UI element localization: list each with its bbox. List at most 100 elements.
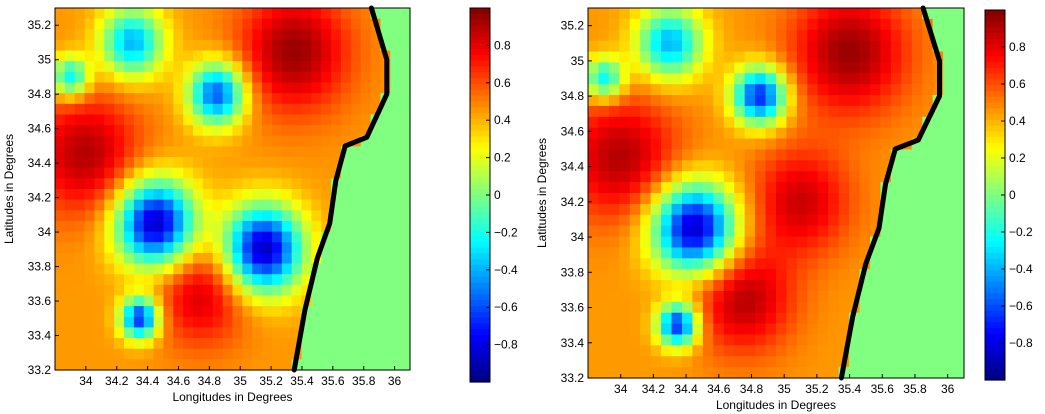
heatmap-cell [212, 295, 224, 307]
heatmap-cell [911, 116, 923, 129]
y-tick-label: 33.2 [28, 363, 52, 377]
heatmap-cell [713, 367, 725, 379]
heatmap-cell [776, 73, 788, 85]
heatmap-cell [765, 40, 777, 53]
heatmap-cell [765, 356, 777, 368]
heatmap-cell [765, 138, 777, 151]
heatmap-cell [222, 242, 234, 254]
heatmap-cell [143, 82, 155, 94]
heatmap-cell [390, 93, 401, 105]
heatmap-cell [817, 247, 829, 259]
heatmap-cell [838, 138, 850, 151]
heatmap-cell [202, 71, 214, 84]
heatmap-cell [588, 149, 600, 161]
heatmap-cell [880, 29, 892, 42]
heatmap-cell [173, 220, 184, 233]
heatmap-cell [242, 210, 253, 222]
heatmap-cell [311, 231, 322, 243]
heatmap-cell [340, 220, 352, 233]
heatmap-cell [222, 114, 234, 126]
heatmap-cell [153, 189, 165, 201]
heatmap-cell [301, 178, 312, 190]
heatmap-cell [796, 356, 808, 368]
heatmap-cell [212, 189, 224, 201]
heatmap-cell [650, 356, 662, 368]
heatmap-cell [828, 29, 840, 42]
heatmap-cell [849, 116, 861, 129]
heatmap-cell [173, 71, 184, 84]
heatmap-cell [598, 127, 610, 140]
heatmap-cell [807, 236, 819, 249]
heatmap-cell [619, 84, 631, 96]
heatmap-cell [859, 84, 871, 96]
heatmap-cell [222, 295, 234, 307]
heatmap-cell [281, 284, 293, 297]
heatmap-cell [104, 39, 115, 52]
heatmap-cell [252, 50, 263, 62]
heatmap-cell [183, 146, 194, 158]
heatmap-cell [202, 82, 214, 94]
colorbar-segment [470, 95, 490, 103]
heatmap-cell [692, 95, 704, 107]
heatmap-cell [193, 210, 204, 222]
y-tick-label: 33.8 [28, 260, 52, 274]
heatmap-cell [744, 84, 756, 96]
heatmap-cell [650, 193, 662, 205]
heatmap-cell [765, 280, 777, 292]
heatmap-cell [911, 269, 923, 281]
heatmap-cell [390, 167, 401, 179]
heatmap-cell [608, 95, 620, 107]
heatmap-cell [133, 210, 145, 222]
heatmap-cell [776, 290, 788, 303]
heatmap-cell [859, 138, 871, 151]
x-tick-label: 34.6 [167, 374, 191, 388]
heatmap-cell [370, 199, 382, 211]
heatmap-cell [104, 295, 115, 307]
heatmap-cell [133, 263, 145, 275]
heatmap-cell [588, 334, 600, 346]
heatmap-cell [64, 274, 76, 286]
heatmap-cell [143, 316, 155, 329]
heatmap-cell [153, 231, 165, 243]
heatmap-cell [104, 82, 115, 94]
colorbar-segment [470, 253, 490, 260]
heatmap-cell [183, 93, 194, 105]
heatmap-cell [901, 214, 913, 227]
heatmap-cell [671, 29, 683, 42]
heatmap-cell [84, 61, 96, 73]
colorbar-segment [985, 241, 1005, 248]
heatmap-cell [661, 138, 673, 151]
heatmap-cell [380, 114, 391, 126]
heatmap-cell [74, 295, 86, 307]
heatmap-cell [133, 199, 145, 211]
heatmap-cell [859, 127, 871, 140]
heatmap-cell [74, 157, 86, 169]
heatmap-cell [922, 269, 934, 281]
heatmap-cell [55, 71, 66, 84]
heatmap-cell [153, 220, 165, 233]
heatmap-cell [932, 312, 944, 325]
heatmap-cell [786, 171, 798, 183]
heatmap-cell [311, 199, 322, 211]
heatmap-cell [640, 334, 652, 346]
heatmap-cell [776, 247, 788, 259]
colorbar-segment [985, 62, 1005, 69]
heatmap-cell [880, 51, 892, 64]
heatmap-cell [650, 84, 662, 96]
heatmap-cell [588, 182, 600, 194]
heatmap-cell [880, 258, 892, 270]
heatmap-cell [901, 312, 913, 325]
colorbar-segment [985, 304, 1005, 312]
heatmap-cell [849, 8, 861, 20]
heatmap-cell [360, 178, 372, 190]
heatmap-cell [755, 345, 767, 357]
heatmap-cell [661, 236, 673, 249]
y-axis-label: Latitudes in Degrees [2, 134, 16, 244]
heatmap-cell [932, 105, 944, 118]
heatmap-cell [796, 345, 808, 357]
heatmap-cell [817, 193, 829, 205]
heatmap-cell [143, 327, 155, 339]
heatmap-cell [311, 114, 322, 126]
heatmap-cell [291, 327, 303, 339]
heatmap-cell [713, 18, 725, 31]
